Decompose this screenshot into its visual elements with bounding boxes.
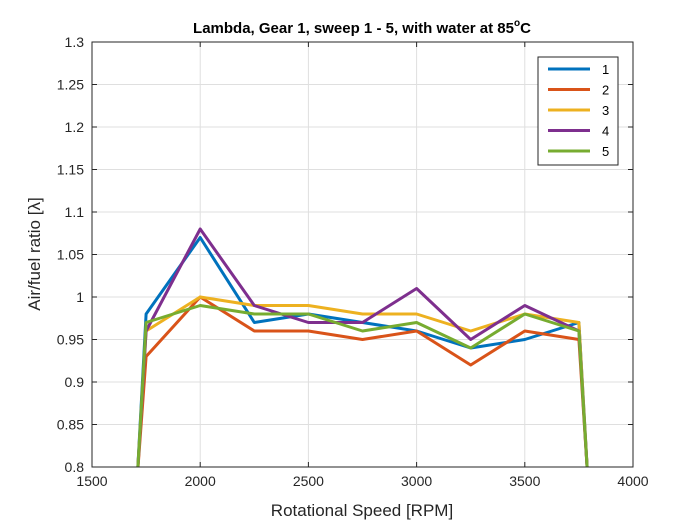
y-tick-label: 1 [76,289,84,305]
series-line-4 [136,227,589,467]
series-line-5 [136,304,589,467]
y-tick-label: 0.8 [65,459,85,475]
x-tick-label: 2500 [293,473,324,489]
plot-frame [91,41,634,468]
legend-label-5: 5 [602,144,609,159]
title-suffix: C [520,20,531,37]
legend: 1 2 3 4 5 [537,56,619,166]
x-tick-label: 3000 [401,473,432,489]
y-tick-label: 0.9 [65,374,85,390]
y-tick-label: 1.3 [65,34,85,50]
title-superscript: o [514,18,520,29]
x-tick-label: 1500 [76,473,107,489]
y-tick-label: 1.25 [57,77,84,93]
series-line-2 [136,295,589,467]
series-line-3 [136,295,589,467]
y-tick-label: 1.15 [57,162,84,178]
legend-label-1: 1 [602,62,609,77]
y-tick-label: 1.1 [65,204,85,220]
y-tick-label: 1.05 [57,247,84,263]
x-axis-label: Rotational Speed [RPM] [271,501,453,520]
y-tick-label: 0.95 [57,332,84,348]
y-axis-label: Air/fuel ratio [λ] [25,197,44,310]
y-tick-label: 1.2 [65,119,85,135]
legend-label-4: 4 [602,124,609,139]
legend-label-3: 3 [602,103,609,118]
x-tick-label: 2000 [185,473,216,489]
legend-label-2: 2 [602,83,609,98]
chart-title: Lambda, Gear 1, sweep 1 - 5, with water … [193,18,531,37]
x-tick-label: 3500 [509,473,540,489]
title-main: Lambda, Gear 1, sweep 1 - 5, with water … [193,20,514,37]
tick-layer: 1500 2000 2500 3000 3500 40000.80.850.90.9511… [57,34,649,489]
series-layer [136,227,589,467]
y-tick-label: 0.85 [57,417,84,433]
x-tick-label: 4000 [617,473,648,489]
